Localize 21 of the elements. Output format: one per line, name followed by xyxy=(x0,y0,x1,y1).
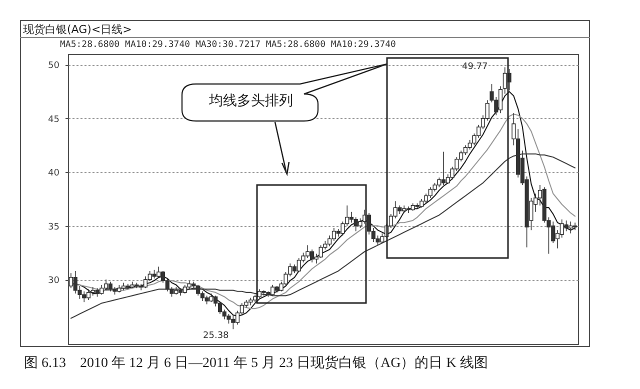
candlestick xyxy=(104,279,108,291)
y-tick-label: 35 xyxy=(48,222,60,232)
candlestick xyxy=(349,211,354,224)
chart-title: 现货白银(AG)<日线> xyxy=(23,22,132,37)
caption: 图 6.13 2010 年 12 月 6 日—2011 年 5 月 23 日现货白银（AG）的日 K 线图 xyxy=(24,354,488,372)
y-tick-label: 50 xyxy=(48,61,60,72)
annotation: 25.38 xyxy=(203,331,229,341)
annotation: 49.77 xyxy=(462,62,488,72)
y-tick-label: 45 xyxy=(48,114,60,125)
candlestick xyxy=(498,86,503,114)
y-tick-label: 40 xyxy=(48,168,60,179)
candlestick xyxy=(86,288,91,300)
y-tick-label: 30 xyxy=(48,276,60,286)
candlestick xyxy=(366,212,372,235)
candlestick xyxy=(143,276,148,289)
line-series xyxy=(70,153,576,319)
candlestick xyxy=(424,193,428,204)
text: MA5:28.6800 MA10:29.3740 MA30:30.7217 MA5:28.6800 MA10:29.3740 xyxy=(60,40,396,50)
annotation: 均线多头排列 xyxy=(208,92,294,110)
candlestick xyxy=(318,244,323,258)
candlestick xyxy=(564,220,568,232)
